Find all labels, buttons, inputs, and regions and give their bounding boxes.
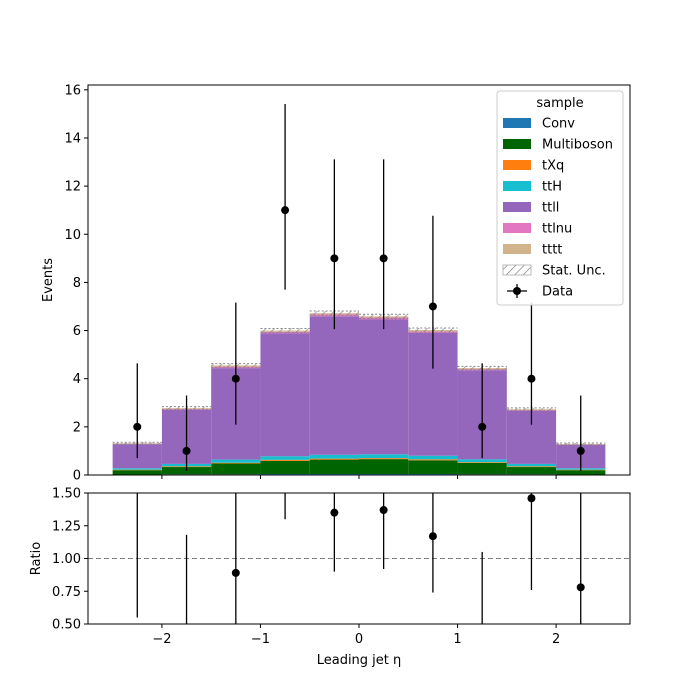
legend-swatch-multiboson — [503, 139, 531, 149]
bar-multiboson-9 — [556, 470, 606, 475]
data-point-4 — [330, 254, 339, 263]
main-plot: 0 2 4 6 8 10 12 14 16 Events — [41, 83, 631, 484]
data-point-9 — [576, 446, 585, 455]
bar-tth-6 — [408, 455, 458, 460]
data-point-5 — [379, 254, 388, 263]
data-point-7 — [478, 422, 487, 431]
bar-multiboson-7 — [457, 462, 507, 475]
data-point-0 — [133, 422, 142, 431]
data-point-8 — [527, 374, 536, 383]
bar-tth-8 — [506, 463, 557, 467]
y-axis-label: Events — [41, 258, 56, 302]
data-point-1 — [182, 446, 191, 455]
ratio-point-7 — [478, 627, 486, 635]
x-axis-label: Leading jet η — [317, 653, 402, 668]
stat-unc-3 — [260, 328, 310, 333]
legend-swatch-ttll — [503, 202, 531, 212]
ratio-series — [88, 482, 630, 646]
data-point-3 — [281, 206, 290, 215]
ratio-y-tick-label: 1.00 — [52, 552, 81, 567]
legend-label-ttlnu: ttlnu — [542, 222, 572, 237]
ratio-point-2 — [231, 568, 240, 577]
legend-swatch-conv — [503, 118, 531, 128]
legend-label-tttt: tttt — [542, 243, 562, 258]
legend-swatch-tttt — [503, 244, 531, 254]
ratio-plot: 0.50 0.75 1.00 1.25 1.50 −2 −1 0 1 2 Ratio Leading … — [29, 482, 631, 668]
y-tick-label: 8 — [73, 276, 81, 291]
data-series — [133, 104, 585, 471]
legend-swatch-tth — [503, 181, 531, 191]
data-point-2 — [231, 374, 240, 383]
bar-txq-3 — [260, 459, 310, 461]
ratio-y-tick-label: 1.25 — [52, 519, 81, 534]
bar-tth-2 — [211, 459, 261, 463]
ratio-y-tick-label: 0.50 — [52, 618, 81, 633]
bar-txq-4 — [309, 458, 359, 460]
x-tick-label: 2 — [552, 632, 560, 647]
legend-label-ttll: ttll — [542, 201, 559, 216]
bar-ttll-4 — [309, 316, 359, 455]
legend-label-stat-unc: Stat. Unc. — [542, 264, 606, 279]
bar-tth-4 — [309, 454, 359, 459]
bar-multiboson-8 — [506, 467, 557, 475]
bar-multiboson-2 — [211, 463, 261, 475]
ratio-y-tick-label: 1.50 — [52, 487, 81, 502]
ratio-point-5 — [379, 506, 388, 515]
y-tick-label: 14 — [64, 131, 81, 146]
bar-tth-3 — [260, 456, 310, 460]
y-tick-label: 16 — [64, 83, 81, 98]
bar-tth-7 — [457, 459, 507, 463]
y-tick-label: 0 — [73, 469, 81, 484]
y-tick-label: 12 — [64, 180, 81, 195]
x-tick-label: 1 — [453, 632, 461, 647]
legend-label-tth: ttH — [542, 180, 562, 195]
y-tick-label: 2 — [73, 420, 81, 435]
ratio-y-tick-label: 0.75 — [52, 585, 81, 600]
bar-txq-7 — [457, 462, 507, 463]
data-point-6 — [428, 302, 437, 311]
bar-multiboson-6 — [408, 460, 458, 475]
ratio-y-axis-label: Ratio — [29, 542, 44, 575]
legend-swatch-txq — [503, 160, 531, 170]
bar-ttll-3 — [260, 333, 310, 457]
bar-multiboson-3 — [260, 460, 310, 475]
y-tick-label: 6 — [73, 324, 81, 339]
bar-txq-5 — [359, 458, 409, 460]
legend-label-txq: tXq — [542, 159, 564, 174]
bar-txq-2 — [211, 462, 261, 464]
ratio-point-8 — [527, 494, 536, 503]
bar-multiboson-5 — [359, 459, 409, 475]
ratio-point-4 — [330, 508, 339, 517]
legend: sample Conv Multiboson tXq ttH ttll ttlnu tttt S… — [496, 90, 624, 306]
bar-tth-0 — [112, 468, 162, 470]
ratio-point-1 — [183, 638, 191, 646]
x-tick-label: −1 — [251, 632, 270, 647]
bar-txq-8 — [506, 466, 557, 468]
bar-tth-5 — [359, 454, 409, 459]
bar-multiboson-0 — [112, 470, 162, 475]
bar-txq-6 — [408, 459, 458, 461]
legend-swatch-data-marker — [513, 287, 521, 295]
bar-ttll-5 — [359, 319, 409, 455]
legend-swatch-ttlnu — [503, 223, 531, 233]
legend-title: sample — [536, 96, 583, 111]
ratio-point-6 — [428, 532, 437, 541]
ratio-point-0 — [133, 482, 141, 490]
bar-multiboson-4 — [309, 459, 359, 475]
y-tick-label: 10 — [64, 228, 81, 243]
x-tick-label: −2 — [152, 632, 171, 647]
legend-label-data: Data — [542, 285, 573, 300]
legend-label-multiboson: Multiboson — [542, 138, 613, 153]
y-tick-label: 4 — [73, 372, 81, 387]
ratio-point-9 — [576, 583, 585, 592]
legend-label-conv: Conv — [542, 117, 575, 132]
legend-swatch-stat-unc — [502, 264, 532, 276]
x-tick-label: 0 — [355, 632, 363, 647]
